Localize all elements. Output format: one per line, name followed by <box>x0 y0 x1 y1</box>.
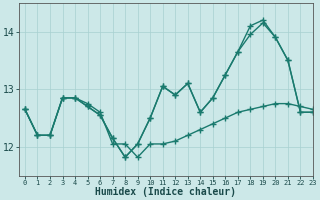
X-axis label: Humidex (Indice chaleur): Humidex (Indice chaleur) <box>95 187 236 197</box>
